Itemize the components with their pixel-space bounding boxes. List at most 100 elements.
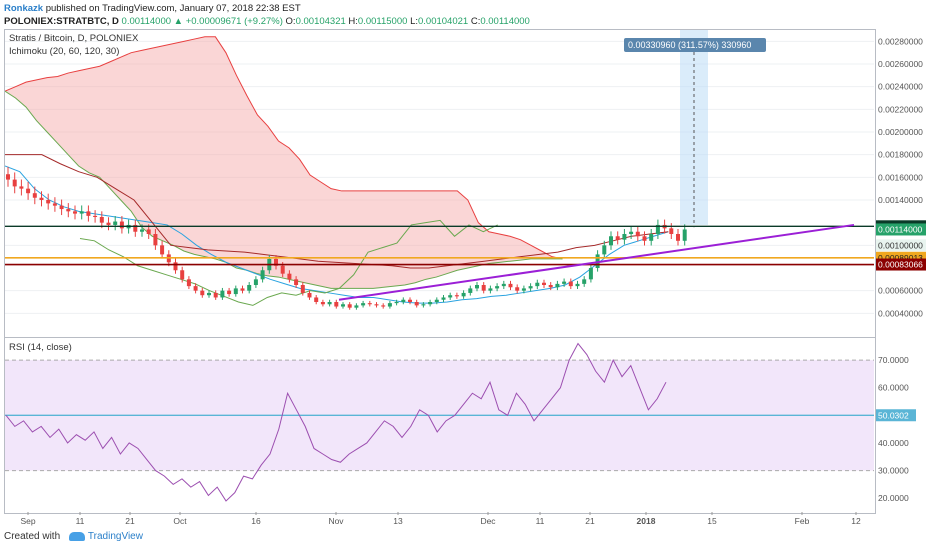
rsi-tick-label: 20.0000 [878,493,909,503]
x-tick-label: 13 [393,516,403,526]
author-name[interactable]: Ronkazk [4,3,44,14]
candle-body [642,236,647,241]
price-label-text: 0.00083066 [878,260,923,270]
candle-body [528,286,533,289]
candle-body [19,186,24,189]
candle-body [6,174,10,180]
candle-body [481,285,486,291]
candle-body [508,283,513,288]
candle-body [32,193,37,198]
candle-body [140,229,144,232]
candle-body [387,303,392,307]
candle-body [300,285,305,293]
x-tick-label: 12 [851,516,861,526]
candle-body [655,224,660,234]
candle-body [119,221,124,229]
price-tick-label: 0.00200000 [878,127,923,137]
price-layer [5,30,874,314]
x-tick-label: Dec [480,516,496,526]
high-value: 0.00115000 [357,16,408,27]
symbol-label: POLONIEX:STRATBTC, D [4,16,119,27]
ohlc-line: POLONIEX:STRATBTC, D 0.00114000 ▲ +0.000… [4,15,530,28]
price-tick-label: 0.00040000 [878,308,923,318]
kumo-lower-line [5,90,563,289]
tradingview-brand[interactable]: TradingView [87,531,143,542]
candle-body [354,305,359,308]
price-tick-label: 0.00180000 [878,150,923,160]
candle-body [260,270,265,280]
candle-body [515,287,520,291]
open-value: 0.00104321 [295,16,346,27]
candle-body [133,224,138,232]
rsi-pane[interactable] [4,337,876,514]
candle-body [180,270,185,280]
price-tick-label: 0.00140000 [878,195,923,205]
ichimoku-cloud [5,36,563,289]
low-value: 0.00104021 [418,16,469,27]
candle-body [99,217,104,223]
rsi-tick-label: 30.0000 [878,466,909,476]
series-legend: Stratis / Bitcoin, D, POLONIEX [9,33,139,44]
candle-body [421,304,426,306]
candle-body [501,283,506,287]
rsi-current-label: 50.0302 [878,410,909,420]
candle-body [213,292,218,298]
candle-body [635,231,640,237]
measure-label-box [624,38,766,52]
candle-body [622,234,627,240]
candle-body [320,302,325,305]
candle-body [86,211,91,216]
candle-body [233,288,238,295]
price-label-box [876,239,926,252]
candle-body [588,268,593,280]
candle-body [207,292,211,296]
candle-body [52,203,57,206]
candle-body [361,303,366,306]
candle-body [12,179,17,187]
x-tick-label: Oct [173,516,187,526]
kijun-line [5,154,669,269]
candle-body [568,281,573,287]
low-label: L: [410,16,418,27]
change-label: ▲ +0.00009671 (+9.27%) [173,16,283,27]
candle-body [193,286,198,291]
candle-body [334,302,339,307]
candle-body [240,288,245,291]
candle-body [468,288,473,293]
ichimoku-legend[interactable]: Ichimoku (20, 60, 120, 30) [9,46,120,57]
candle-body [367,303,372,305]
candle-body [414,302,419,306]
x-tick-label: 15 [707,516,717,526]
x-tick-label: 21 [125,516,135,526]
created-with-text: Created with [4,531,61,542]
chart-header: Ronkazk published on TradingView.com, Ja… [0,0,932,28]
candle-body [200,290,205,296]
close-value: 0.00114000 [480,16,530,27]
candle-body [542,282,546,285]
x-tick-label: 16 [251,516,261,526]
footer: Created with TradingView [4,531,143,542]
candle-body [294,279,299,285]
candle-body [274,258,278,266]
x-tick-label: Feb [795,516,810,526]
candle-body [307,292,312,298]
candle-body [676,234,680,241]
candle-body [562,281,567,284]
candle-body [428,302,433,305]
candle-body [26,188,31,194]
candle-body [227,290,232,295]
candle-body [93,215,98,217]
candle-body [548,285,553,288]
rsi-legend[interactable]: RSI (14, close) [9,342,72,353]
kumo-upper-line [5,36,563,260]
candle-body [66,209,71,212]
rsi-tick-label: 40.0000 [878,438,909,448]
price-label-box [876,258,926,271]
candle-body [79,211,84,214]
candle-body [615,236,620,240]
candle-body [59,205,64,210]
candle-body [575,283,580,287]
candle-body [441,297,446,300]
candle-body [682,229,687,241]
